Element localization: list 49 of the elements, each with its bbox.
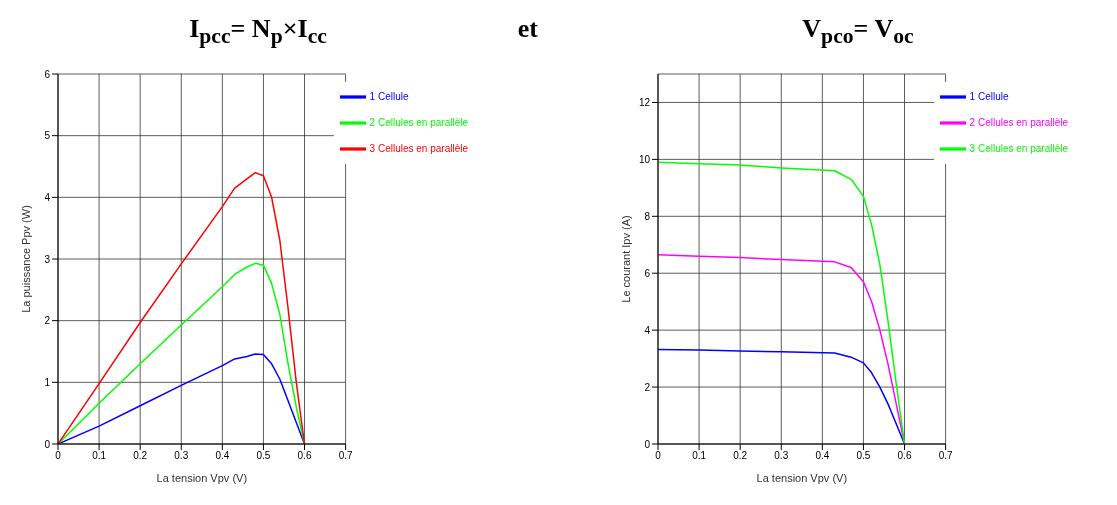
legend-label: 2 Cellules en parallèle <box>969 116 1068 128</box>
x-tick-label: 0 <box>655 450 662 462</box>
x-tick-label: 0.4 <box>215 450 230 462</box>
legend-label: 3 Cellules en parallèle <box>969 142 1068 154</box>
y-tick-label: 1 <box>44 376 51 388</box>
x-axis-title: La tension Vpv (V) <box>156 472 248 484</box>
x-tick-label: 0.2 <box>733 450 748 462</box>
y-tick-label: 0 <box>44 438 51 450</box>
y-axis-title: Le courant Ipv (A) <box>619 215 632 303</box>
y-tick-label: 0 <box>644 438 651 450</box>
x-tick-label: 0.5 <box>256 450 271 462</box>
line-series <box>658 161 906 444</box>
line-series <box>58 262 306 444</box>
y-tick-label: 2 <box>44 315 51 327</box>
x-axis-title: La tension Vpv (V) <box>756 472 848 484</box>
y-tick-label: 5 <box>44 130 51 142</box>
y-axis-title: La puissance Ppv (W) <box>19 205 32 313</box>
line-series <box>658 348 906 444</box>
line-series <box>58 353 306 444</box>
line-series <box>58 171 306 444</box>
x-tick-label: 0 <box>55 450 62 462</box>
x-tick-label: 0.3 <box>174 450 189 462</box>
x-tick-label: 0.7 <box>938 450 953 462</box>
x-tick-label: 0.7 <box>338 450 353 462</box>
y-tick-label: 8 <box>644 210 651 222</box>
legend-label: 1 Cellule <box>969 90 1009 102</box>
legend-label: 3 Cellules en parallèle <box>369 142 468 154</box>
x-tick-label: 0.1 <box>92 450 107 462</box>
legend-label: 1 Cellule <box>369 90 409 102</box>
chart-title: I$_{pcc}$= N$_{p}$×I$_{cc}$ <box>188 13 328 50</box>
y-tick-label: 3 <box>44 253 51 265</box>
line-series <box>658 253 906 444</box>
x-tick-label: 0.1 <box>692 450 707 462</box>
y-tick-label: 10 <box>638 153 651 165</box>
y-tick-label: 6 <box>644 267 651 279</box>
x-tick-label: 0.6 <box>897 450 912 462</box>
legend-label: 2 Cellules en parallèle <box>369 116 468 128</box>
x-tick-label: 0.4 <box>815 450 830 462</box>
x-tick-label: 0.6 <box>297 450 312 462</box>
text: et <box>517 14 538 44</box>
y-tick-label: 6 <box>44 68 51 80</box>
y-tick-label: 12 <box>638 97 651 109</box>
x-tick-label: 0.2 <box>133 450 148 462</box>
x-tick-label: 0.3 <box>774 450 789 462</box>
y-tick-label: 4 <box>644 324 651 336</box>
y-tick-label: 4 <box>44 191 51 203</box>
y-tick-label: 2 <box>644 381 651 393</box>
x-tick-label: 0.5 <box>856 450 871 462</box>
chart-title: V$_{pco}$= V$_{oc}$ <box>801 13 915 50</box>
